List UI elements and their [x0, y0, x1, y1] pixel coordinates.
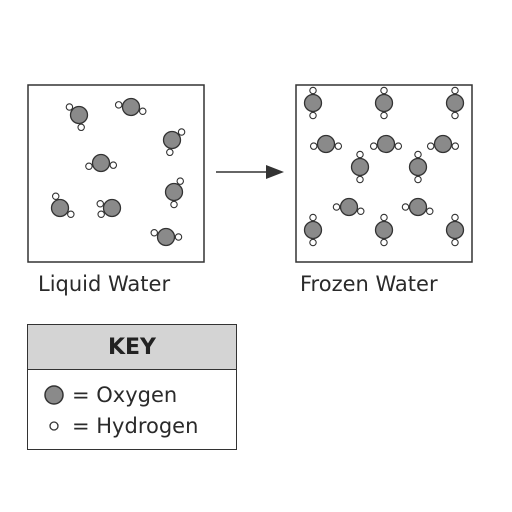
hydrogen-atom — [334, 142, 343, 150]
hydrogen-atom — [309, 86, 317, 95]
hydrogen-atom — [309, 238, 317, 247]
hydrogen-atom — [414, 175, 422, 184]
key-legend: KEY = Oxygen = Hydrogen — [27, 324, 237, 450]
right-arrow-icon — [216, 165, 284, 179]
water-molecule — [426, 134, 460, 154]
hydrogen-atom — [451, 111, 459, 120]
water-molecule — [303, 86, 323, 120]
oxygen-atom — [339, 197, 359, 217]
hydrogen-atom — [414, 150, 422, 159]
frozen-molecules — [303, 86, 465, 247]
water-molecule — [162, 128, 186, 157]
hydrogen-atom — [451, 213, 459, 222]
hydrogen-atom — [309, 142, 318, 150]
hydrogen-atom — [425, 207, 434, 216]
water-molecule — [350, 150, 370, 184]
hydrogen-atom — [77, 123, 85, 132]
hydrogen-atom — [176, 177, 185, 185]
liquid-water-label: Liquid Water — [38, 272, 171, 296]
water-molecule — [408, 150, 428, 184]
water-molecule — [65, 103, 89, 132]
oxygen-atom — [91, 153, 111, 173]
hydrogen-atom-icon — [42, 414, 66, 438]
oxygen-atom — [374, 93, 394, 113]
hydrogen-atom — [97, 210, 105, 219]
oxygen-atom — [376, 134, 396, 154]
oxygen-atom — [102, 198, 122, 218]
water-molecule — [164, 177, 185, 209]
liquid-molecules — [50, 97, 186, 247]
hydrogen-atom — [67, 210, 75, 219]
oxygen-atom — [164, 182, 184, 202]
water-molecule — [401, 197, 434, 217]
hydrogen-atom — [309, 111, 317, 120]
hydrogen-atom — [138, 107, 147, 116]
water-molecule — [150, 227, 183, 247]
hydrogen-atom — [51, 192, 60, 201]
key-row-hydrogen: = Hydrogen — [42, 414, 198, 438]
oxygen-atom — [316, 134, 336, 154]
water-molecule — [369, 134, 403, 154]
hydrogen-atom — [356, 150, 364, 159]
oxygen-atom-icon — [42, 383, 66, 407]
frozen-water-label: Frozen Water — [300, 272, 438, 296]
hydrogen-atom — [332, 203, 341, 211]
water-molecule — [374, 86, 394, 120]
hydrogen-atom — [85, 162, 93, 170]
oxygen-atom — [350, 157, 370, 177]
hydrogen-atom — [174, 233, 183, 241]
oxygen-atom — [445, 220, 465, 240]
hydrogen-atom — [380, 111, 388, 120]
hydrogen-atom — [356, 175, 364, 184]
hydrogen-atom — [426, 142, 435, 150]
hydrogen-atom — [451, 238, 459, 247]
hydrogen-atom — [369, 142, 378, 150]
oxygen-atom — [156, 227, 176, 247]
oxygen-atom — [69, 105, 89, 125]
oxygen-atom — [162, 130, 182, 150]
water-molecule — [309, 134, 343, 154]
hydrogen-atom — [170, 200, 178, 209]
oxygen-atom — [408, 157, 428, 177]
hydrogen-atom — [96, 199, 105, 208]
oxygen-atom — [121, 97, 141, 117]
water-molecule — [445, 213, 465, 247]
water-molecule — [50, 192, 75, 219]
hydrogen-atom — [380, 238, 388, 247]
water-molecule — [303, 213, 323, 247]
oxygen-atom — [50, 198, 70, 218]
water-molecule — [332, 197, 365, 217]
key-row-oxygen: = Oxygen — [42, 383, 177, 407]
hydrogen-atom — [451, 86, 459, 95]
hydrogen-atom — [309, 213, 317, 222]
hydrogen-atom — [65, 103, 74, 111]
oxygen-atom — [374, 220, 394, 240]
hydrogen-atom — [166, 148, 174, 157]
oxygen-atom — [445, 93, 465, 113]
hydrogen-atom — [451, 142, 460, 150]
water-molecule — [114, 97, 147, 117]
hydrogen-atom — [401, 203, 410, 211]
hydrogen-atom — [114, 101, 123, 109]
hydrogen-atom — [356, 207, 365, 216]
oxygen-atom — [433, 134, 453, 154]
hydrogen-atom — [394, 142, 403, 150]
hydrogen-atom — [150, 228, 159, 237]
hydrogen-atom — [177, 128, 186, 136]
oxygen-atom — [303, 93, 323, 113]
hydrogen-atom — [380, 86, 388, 95]
water-molecule — [445, 86, 465, 120]
key-title: KEY — [28, 325, 236, 370]
hydrogen-atom — [380, 213, 388, 222]
key-hydrogen-label: = Hydrogen — [72, 414, 199, 438]
key-oxygen-label: = Oxygen — [72, 383, 178, 407]
oxygen-atom — [303, 220, 323, 240]
water-molecule — [85, 153, 118, 173]
oxygen-atom — [408, 197, 428, 217]
water-molecule — [374, 213, 394, 247]
water-molecule — [96, 198, 122, 219]
liquid-water-box — [27, 84, 205, 263]
hydrogen-atom — [109, 161, 118, 169]
